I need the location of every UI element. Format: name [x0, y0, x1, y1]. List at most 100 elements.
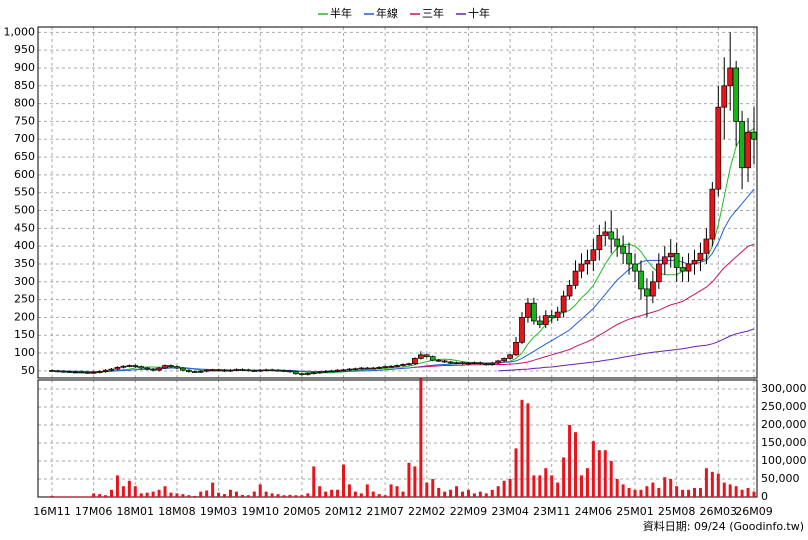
volume-bar	[288, 494, 292, 497]
ma-line	[498, 328, 755, 372]
volume-bar	[627, 488, 631, 497]
y-tick-label: 450	[14, 221, 35, 234]
candle-body	[388, 365, 394, 368]
candle-body	[382, 366, 389, 368]
candle-body	[281, 370, 287, 372]
y-tick-label: 800	[14, 97, 35, 110]
candle-body	[174, 366, 180, 369]
volume-bar	[383, 495, 387, 497]
volume-bar	[127, 480, 131, 497]
candle-body	[477, 362, 484, 365]
volume-bar	[306, 493, 310, 497]
candle-body	[608, 231, 615, 240]
candle-body	[501, 358, 507, 362]
candle-body	[459, 362, 466, 365]
volume-bar	[92, 493, 96, 497]
candle-body	[61, 370, 67, 373]
volume-bar	[223, 494, 227, 497]
candle-body	[429, 356, 436, 361]
candle-body	[638, 270, 644, 290]
y-tick-label: 850	[14, 79, 35, 92]
x-tick-label: 21M07	[366, 505, 404, 518]
volume-bar	[621, 484, 625, 497]
volume-bar	[478, 491, 482, 497]
volume-bar	[651, 482, 655, 497]
candle-body	[745, 131, 751, 169]
volume-bar	[716, 473, 720, 497]
volume-bar	[550, 475, 554, 497]
candle-body	[465, 362, 472, 365]
candle-body	[334, 369, 341, 372]
volume-bar	[609, 461, 613, 497]
candle-body	[55, 370, 61, 373]
volume-bar	[574, 432, 578, 497]
volume-bar	[710, 471, 714, 497]
y-tick-label: 950	[14, 43, 35, 56]
volume-bar	[633, 489, 637, 497]
candle-body	[120, 365, 127, 368]
candle-body	[495, 360, 502, 364]
volume-bar	[181, 494, 185, 497]
volume-bar	[115, 475, 119, 497]
y2-tick-label: 150,000	[761, 436, 807, 449]
candle-body	[536, 320, 543, 325]
volume-bar	[472, 493, 476, 497]
candle-body	[447, 361, 454, 364]
candle-body	[96, 371, 103, 373]
candle-body	[655, 263, 662, 283]
volume-bar	[407, 462, 411, 497]
volume-bar	[80, 496, 84, 497]
candle-body	[84, 371, 91, 374]
y-tick-label: 400	[14, 239, 35, 252]
candle-body	[602, 231, 609, 236]
y-tick-label: 350	[14, 257, 35, 270]
volume-bar	[603, 450, 607, 497]
volume-bar	[466, 489, 470, 497]
volume-bar	[264, 491, 268, 497]
x-tick-label: 26M03	[700, 505, 738, 518]
volume-bar	[371, 491, 375, 497]
y-tick-label: 550	[14, 186, 35, 199]
volume-bar	[502, 480, 506, 497]
x-tick-label: 18M08	[158, 505, 196, 518]
candle-body	[269, 369, 275, 372]
candle-body	[156, 367, 162, 371]
candle-body	[721, 85, 728, 108]
volume-bar	[669, 479, 673, 497]
volume-bar	[74, 496, 78, 497]
x-tick-label: 22M09	[450, 505, 488, 518]
x-tick-label: 22M02	[408, 505, 446, 518]
candle-body	[197, 370, 204, 373]
candle-body	[293, 371, 299, 375]
candle-body	[406, 363, 412, 366]
legend-label: 半年	[330, 6, 352, 20]
candle-body	[162, 365, 168, 369]
volume-bar	[657, 488, 661, 497]
y2-tick-label: 100,000	[761, 454, 807, 467]
volume-bar	[538, 475, 542, 497]
candle-body	[227, 369, 234, 372]
candle-body	[423, 354, 430, 357]
volume-bar	[591, 441, 595, 497]
volume-bar	[139, 493, 143, 497]
volume-bar	[752, 491, 756, 497]
candle-body	[733, 67, 740, 122]
candle-body	[185, 369, 192, 372]
volume-bar	[556, 482, 560, 497]
volume-bar	[663, 477, 667, 497]
volume-bar	[151, 491, 155, 497]
volume-bar	[294, 495, 298, 497]
candle-body	[114, 366, 121, 370]
y-tick-label: 750	[14, 114, 35, 127]
candle-body	[370, 367, 377, 370]
y2-tick-label: 0	[761, 490, 768, 503]
candle-body	[489, 362, 496, 365]
x-tick-label: 19M10	[241, 505, 279, 518]
y-tick-label: 700	[14, 132, 35, 145]
volume-bar	[526, 403, 530, 497]
candle-body	[525, 302, 531, 318]
candle-body	[352, 368, 359, 371]
candle-body	[78, 371, 85, 374]
volume-bar	[704, 468, 708, 497]
